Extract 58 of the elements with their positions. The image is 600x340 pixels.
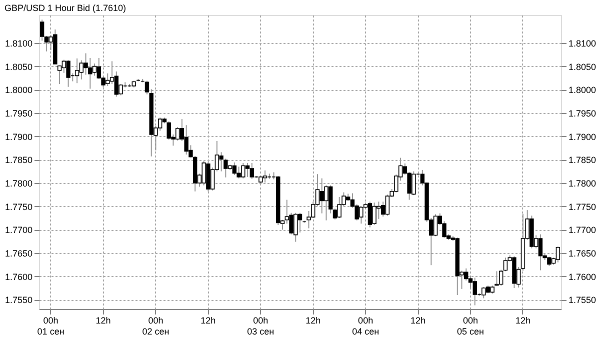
y-tick-label: 1.7800 [4, 178, 32, 188]
y-tick-label: 1.8000 [4, 85, 32, 96]
y-tick-label: 1.8100 [4, 38, 32, 48]
x-tick-label: 00h 03 сен [247, 316, 274, 336]
candlestick [40, 19, 44, 42]
y2-tick-label: 1.7800 [568, 178, 596, 188]
y2-tick-label: 1.8100 [568, 38, 596, 48]
y2-tick-label: 1.7850 [568, 155, 596, 166]
x-tick-label: 00h 01 сен [37, 316, 64, 336]
candlestick [298, 212, 302, 233]
candlestick [385, 194, 390, 216]
y2-tick-label: 1.7550 [568, 295, 596, 306]
y-tick-label: 1.8050 [4, 62, 32, 72]
candlestick [482, 286, 486, 299]
x-tick-label: 00h 02 сен [142, 316, 170, 336]
x-tick-label: 00h 05 сен [457, 316, 484, 336]
candlestick [250, 162, 254, 180]
candlestick [79, 60, 84, 80]
y-tick-label: 1.7600 [4, 272, 32, 282]
candlestick [245, 162, 250, 178]
candlestick [232, 162, 237, 176]
candlestick [556, 246, 560, 263]
candlestick [332, 208, 338, 220]
y-tick-label: 1.7950 [4, 108, 32, 118]
candlestick [494, 270, 499, 286]
x-tick-label: 12h [306, 316, 321, 326]
y2-tick-label: 1.8050 [568, 62, 596, 72]
y2-tick-label: 1.7700 [568, 225, 596, 236]
candlestick [472, 277, 477, 306]
x-tick-label: 00h 04 сен [352, 316, 380, 336]
candlestick [66, 60, 70, 88]
y-tick-label: 1.7900 [4, 132, 32, 142]
candlestick [57, 64, 62, 85]
candlestick [368, 201, 372, 228]
candlestick [74, 58, 80, 84]
y2-tick-label: 1.7600 [568, 272, 596, 282]
candlestick [538, 234, 543, 271]
candlestick [433, 214, 438, 237]
x-tick-label: 12h [410, 316, 426, 326]
y-tick-label: 1.7850 [4, 155, 32, 166]
y2-tick-label: 1.7650 [568, 248, 596, 258]
x-tick-label: 12h [200, 316, 216, 326]
y2-tick-label: 1.7950 [568, 108, 596, 118]
y-tick-label: 1.7700 [4, 225, 32, 236]
candlestick [175, 126, 180, 142]
y2-tick-label: 1.7750 [568, 202, 596, 212]
candlestick [262, 170, 268, 184]
candlestick [144, 80, 150, 95]
chart-title: GBP/USD 1 Hour Bid (1.7610) [4, 3, 126, 13]
x-tick-label: 12h [515, 316, 530, 326]
y2-tick-label: 1.7900 [568, 132, 596, 142]
y2-tick-label: 1.8000 [568, 85, 596, 96]
candlestick [92, 63, 97, 76]
x-tick-label: 12h [96, 316, 111, 326]
y-tick-label: 1.7750 [4, 202, 32, 212]
candlestick [503, 257, 508, 272]
y-tick-label: 1.7550 [4, 295, 32, 306]
y-tick-label: 1.7650 [4, 248, 32, 258]
